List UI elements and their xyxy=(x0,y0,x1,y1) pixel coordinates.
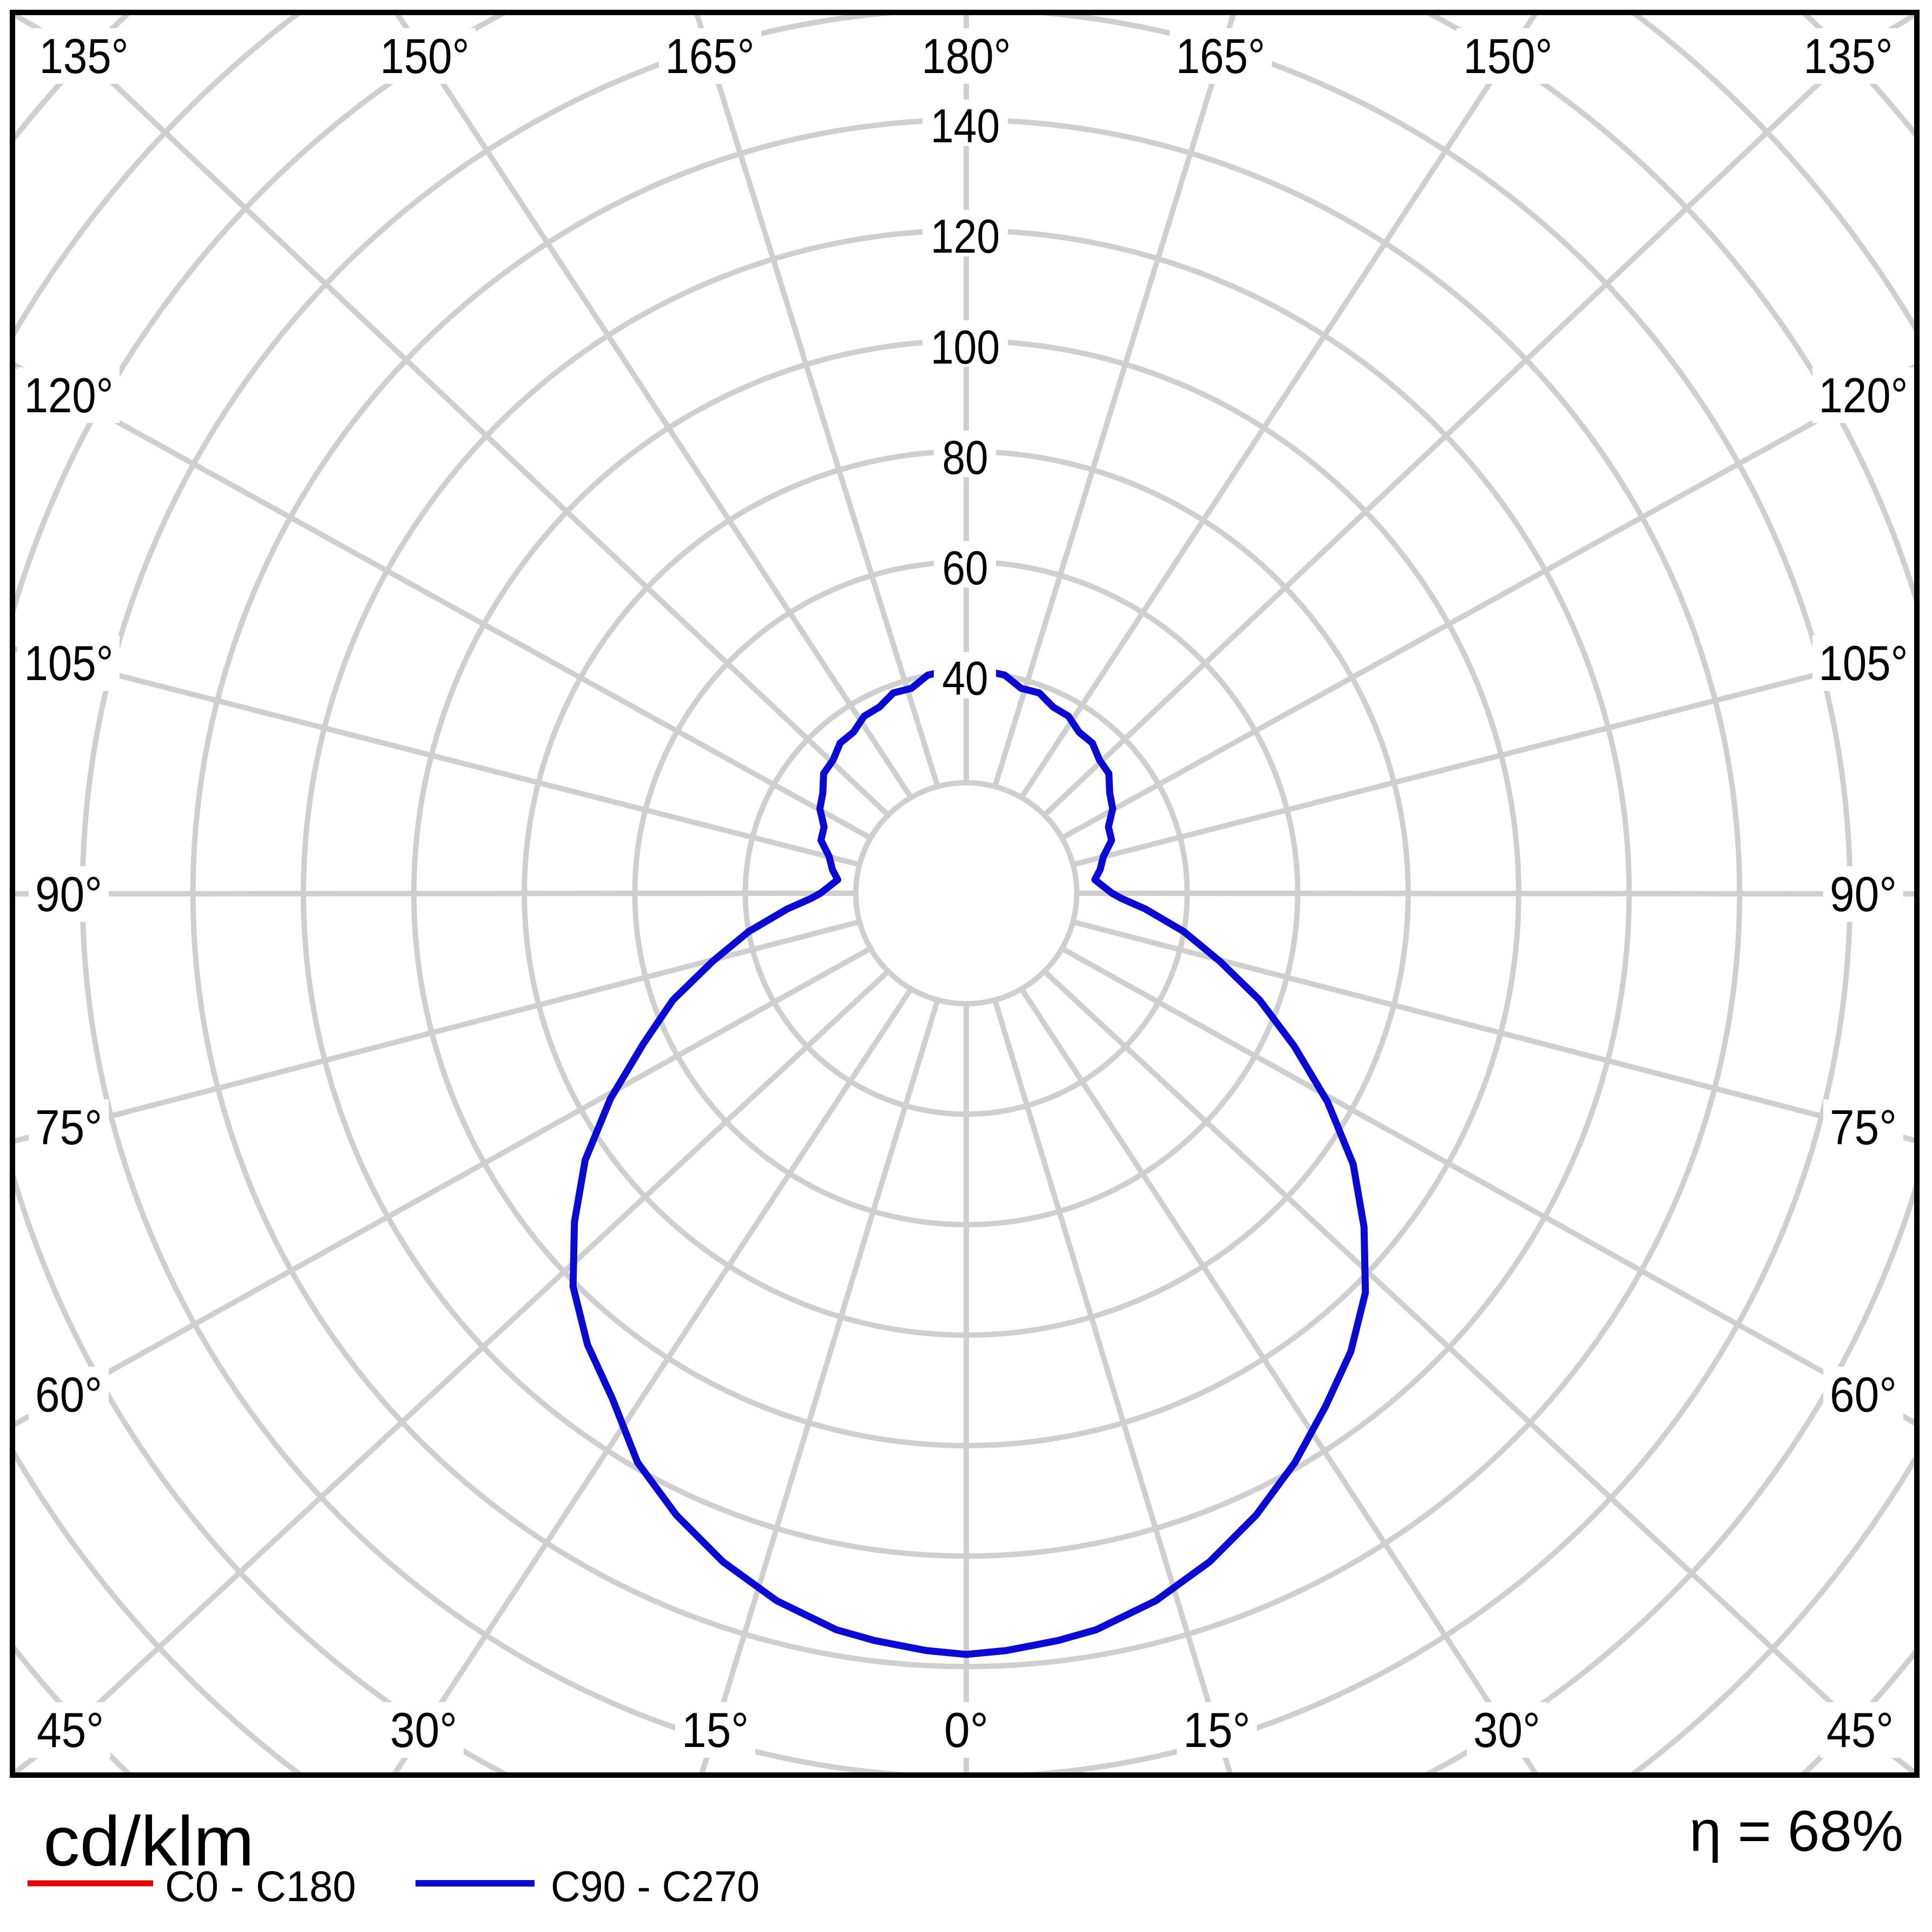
svg-text:15°: 15° xyxy=(682,1703,749,1758)
svg-text:30°: 30° xyxy=(390,1703,457,1758)
svg-text:90°: 90° xyxy=(35,867,102,922)
svg-text:120: 120 xyxy=(931,209,1000,263)
svg-text:165°: 165° xyxy=(1176,29,1265,84)
svg-text:60: 60 xyxy=(942,541,988,595)
svg-text:105°: 105° xyxy=(1819,636,1908,691)
svg-text:150°: 150° xyxy=(1463,29,1553,84)
svg-text:105°: 105° xyxy=(24,636,114,691)
svg-text:15°: 15° xyxy=(1183,1703,1250,1758)
svg-text:165°: 165° xyxy=(665,29,755,84)
svg-text:140: 140 xyxy=(931,99,1000,153)
svg-text:180°: 180° xyxy=(922,29,1011,84)
svg-text:C90 - C270: C90 - C270 xyxy=(551,1862,760,1910)
svg-text:60°: 60° xyxy=(35,1368,102,1422)
svg-text:cd/klm: cd/klm xyxy=(43,1802,254,1881)
svg-text:C0 - C180: C0 - C180 xyxy=(165,1862,356,1910)
svg-text:150°: 150° xyxy=(380,29,470,84)
svg-text:90°: 90° xyxy=(1830,867,1897,922)
svg-text:120°: 120° xyxy=(24,368,114,423)
svg-text:60°: 60° xyxy=(1830,1368,1897,1422)
svg-text:40: 40 xyxy=(942,651,988,705)
svg-text:0°: 0° xyxy=(944,1703,988,1758)
svg-text:120°: 120° xyxy=(1819,368,1908,423)
svg-text:135°: 135° xyxy=(1804,29,1893,84)
svg-text:135°: 135° xyxy=(39,29,129,84)
svg-text:45°: 45° xyxy=(37,1703,104,1758)
svg-text:30°: 30° xyxy=(1473,1703,1540,1758)
svg-text:75°: 75° xyxy=(1830,1100,1897,1155)
svg-text:75°: 75° xyxy=(35,1100,102,1155)
svg-text:η = 68%: η = 68% xyxy=(1689,1798,1903,1863)
svg-text:45°: 45° xyxy=(1827,1703,1894,1758)
svg-text:100: 100 xyxy=(931,320,1000,374)
svg-text:80: 80 xyxy=(942,431,988,484)
